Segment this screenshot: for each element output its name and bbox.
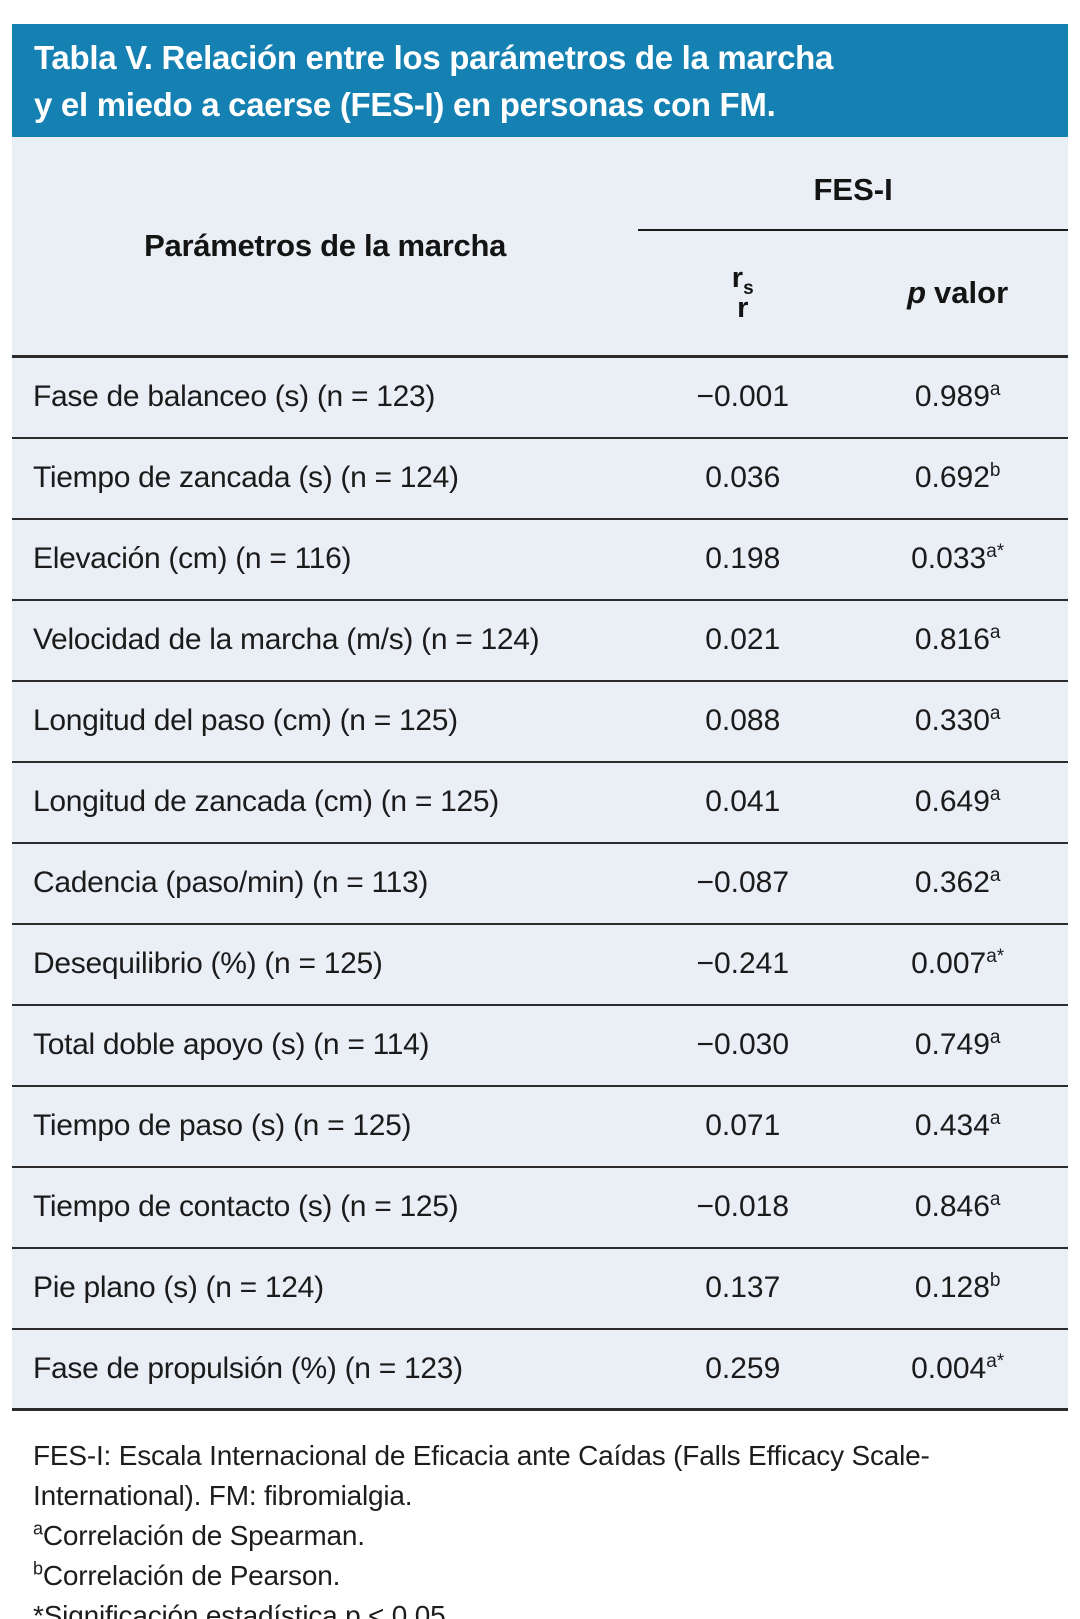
- p-value-superscript: a: [989, 865, 1001, 886]
- row-parameter-label: Longitud de zancada (cm) (n = 125): [33, 785, 499, 818]
- column-header-p-valor: p valor: [847, 230, 1068, 357]
- footnote-line: FES-I: Escala Internacional de Eficacia …: [33, 1440, 930, 1511]
- p-valor-label: valor: [934, 275, 1009, 310]
- footnote-line: aCorrelación de Spearman.: [33, 1518, 365, 1551]
- table-row: Longitud de zancada (cm) (n = 125) 0.041 0…: [12, 762, 1068, 843]
- table-row: Tiempo de paso (s) (n = 125) 0.071 0.434a: [12, 1086, 1068, 1167]
- footnote-superscript: a: [33, 1518, 43, 1539]
- table-row: Velocidad de la marcha (m/s) (n = 124) 0.…: [12, 600, 1068, 681]
- p-value-superscript: a*: [986, 1350, 1005, 1372]
- correlation-table: Parámetros de la marcha FES-I rs r p valo…: [12, 137, 1068, 1411]
- row-parameter-label: Tiempo de zancada (s) (n = 124): [33, 461, 459, 494]
- row-p-value: 0.007a*: [911, 946, 1005, 980]
- row-parameter-label: Velocidad de la marcha (m/s) (n = 124): [33, 623, 540, 656]
- row-r-value: 0.041: [705, 785, 781, 818]
- row-r-value: −0.087: [696, 866, 790, 899]
- row-p-value: 0.033a*: [911, 541, 1005, 575]
- column-group-header-fesi: FES-I: [638, 137, 1068, 231]
- p-value-superscript: a*: [986, 541, 1005, 562]
- p-value-superscript: b: [989, 1270, 1001, 1291]
- table-header: Parámetros de la marcha FES-I rs r p valo…: [12, 137, 1068, 357]
- footnote-superscript: b: [33, 1558, 43, 1579]
- table-row: Pie plano (s) (n = 124) 0.137 0.128b: [12, 1248, 1068, 1329]
- row-r-value: 0.071: [705, 1109, 781, 1142]
- table-footnotes: FES-I: Escala Internacional de Eficacia …: [12, 1411, 1068, 1619]
- row-p-value: 0.692b: [914, 460, 1001, 494]
- table-body: Fase de balanceo (s) (n = 123) −0.001 0.98…: [12, 357, 1068, 1410]
- row-r-value: 0.021: [705, 623, 781, 656]
- p-symbol: p: [907, 275, 927, 310]
- table-row: Longitud del paso (cm) (n = 125) 0.088 0.3…: [12, 681, 1068, 762]
- table-row: Elevación (cm) (n = 116) 0.198 0.033a*: [12, 519, 1068, 600]
- table-row: Tiempo de zancada (s) (n = 124) 0.036 0.69…: [12, 438, 1068, 519]
- row-parameter-label: Total doble apoyo (s) (n = 114): [33, 1028, 430, 1061]
- column-header-parameters: Parámetros de la marcha: [144, 228, 507, 263]
- row-parameter-label: Tiempo de paso (s) (n = 125): [33, 1109, 412, 1142]
- table-row: Desequilibrio (%) (n = 125) −0.241 0.007a*: [12, 924, 1068, 1005]
- p-value-superscript: a*: [986, 946, 1005, 967]
- table-row: Fase de propulsión (%) (n = 123) 0.259 0.0…: [12, 1329, 1068, 1410]
- p-value-superscript: b: [989, 460, 1001, 481]
- row-r-value: −0.030: [696, 1028, 790, 1061]
- row-p-value: 0.989a: [914, 379, 1001, 414]
- row-parameter-label: Elevación (cm) (n = 116): [33, 542, 352, 575]
- row-parameter-label: Cadencia (paso/min) (n = 113): [33, 866, 429, 899]
- p-value-superscript: a: [989, 379, 1001, 401]
- r-spearman-symbol: r: [731, 262, 744, 294]
- row-r-value: −0.018: [696, 1190, 790, 1223]
- row-parameter-label: Fase de propulsión (%) (n = 123): [33, 1351, 463, 1385]
- p-value-superscript: a: [989, 784, 1001, 805]
- table-row: Cadencia (paso/min) (n = 113) −0.087 0.362…: [12, 843, 1068, 924]
- r-subscript: s: [743, 277, 754, 299]
- row-r-value: 0.137: [705, 1271, 781, 1304]
- row-p-value: 0.649a: [914, 784, 1001, 818]
- row-parameter-label: Tiempo de contacto (s) (n = 125): [33, 1190, 459, 1223]
- row-p-value: 0.434a: [914, 1108, 1001, 1142]
- r-pearson-symbol: r: [737, 292, 749, 324]
- row-r-value: −0.241: [696, 947, 790, 980]
- row-p-value: 0.816a: [914, 622, 1001, 656]
- row-p-value: 0.004a*: [911, 1350, 1005, 1385]
- row-r-value: 0.036: [705, 461, 781, 494]
- p-value-superscript: a: [989, 1189, 1001, 1210]
- table-title-line2: y el miedo a caerse (FES-I) en personas …: [34, 86, 776, 123]
- p-value-superscript: a: [989, 703, 1001, 724]
- p-value-superscript: a: [989, 1108, 1001, 1129]
- row-p-value: 0.330a: [914, 703, 1001, 737]
- column-header-r: rs r: [638, 230, 847, 357]
- row-r-value: 0.088: [705, 704, 781, 737]
- p-value-superscript: a: [989, 622, 1001, 643]
- table-title-bar: Tabla V. Relación entre los parámetros d…: [12, 24, 1068, 137]
- row-r-value: −0.001: [696, 380, 790, 414]
- row-p-value: 0.128b: [914, 1270, 1001, 1304]
- row-p-value: 0.846a: [914, 1189, 1001, 1223]
- row-r-value: 0.259: [705, 1351, 781, 1385]
- table-row: Fase de balanceo (s) (n = 123) −0.001 0.98…: [12, 357, 1068, 438]
- row-parameter-label: Longitud del paso (cm) (n = 125): [33, 704, 458, 737]
- table-row: Total doble apoyo (s) (n = 114) −0.030 0.7…: [12, 1005, 1068, 1086]
- row-parameter-label: Pie plano (s) (n = 124): [33, 1271, 324, 1304]
- footnote-line: bCorrelación de Pearson.: [33, 1558, 341, 1591]
- row-p-value: 0.362a: [914, 865, 1001, 899]
- row-parameter-label: Desequilibrio (%) (n = 125): [33, 947, 383, 980]
- row-r-value: 0.198: [705, 542, 781, 575]
- table-title-line1: Tabla V. Relación entre los parámetros d…: [34, 39, 834, 76]
- footnote-line: *Significación estadística p < 0.05.: [33, 1600, 454, 1619]
- row-p-value: 0.749a: [914, 1027, 1001, 1061]
- row-parameter-label: Fase de balanceo (s) (n = 123): [33, 380, 436, 414]
- p-value-superscript: a: [989, 1027, 1001, 1048]
- table-row: Tiempo de contacto (s) (n = 125) −0.018 0.…: [12, 1167, 1068, 1248]
- table-figure: Tabla V. Relación entre los parámetros d…: [12, 24, 1068, 1619]
